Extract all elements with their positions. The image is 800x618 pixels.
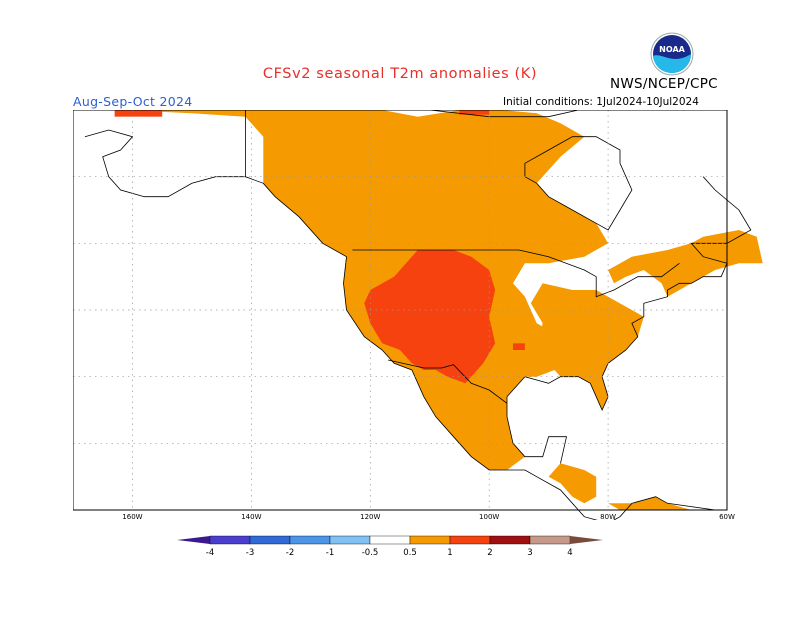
colorbar-segment: [529, 535, 571, 545]
anomaly-fill-layer: [114, 110, 763, 510]
colorbar-segment: [329, 535, 371, 545]
colorbar-tick-label: 0.5: [403, 548, 417, 558]
colorbar-tick-label: -4: [206, 548, 214, 558]
logo-text: NOAA: [659, 45, 685, 54]
longitude-labels: 160W 140W 120W 100W 80W 60W: [122, 513, 735, 520]
colorbar-tick-label: 2: [487, 548, 492, 558]
colorbar-arrow-left: [177, 536, 210, 544]
map-frame: [73, 110, 728, 511]
initial-conditions-label: Initial conditions: 1Jul2024-10Jul2024: [503, 96, 699, 108]
colorbar-tick-label: 1: [447, 548, 452, 558]
colorbar-tick-label: -2: [286, 548, 294, 558]
colorbar-segment: [409, 535, 451, 545]
longitude-tick-label: 60W: [719, 513, 735, 520]
longitude-tick-label: 160W: [122, 513, 142, 520]
coastline: [506, 176, 752, 411]
anomaly-region-south-small: [512, 343, 525, 350]
anomaly-region-west: [120, 110, 609, 470]
anomaly-region-arctic-small: [459, 110, 490, 115]
colorbar-segment: [369, 535, 411, 545]
colorbar-segment: [249, 535, 291, 545]
organization-label: NWS/NCEP/CPC: [610, 76, 718, 92]
colorbar-tick-label: -3: [246, 548, 254, 558]
colorbar-segment: [209, 535, 251, 545]
colorbar-segment: [489, 535, 531, 545]
longitude-tick-label: 100W: [479, 513, 499, 520]
coastline: [506, 396, 568, 464]
anomaly-region-central-america: [548, 463, 597, 504]
coastline: [524, 136, 633, 231]
longitude-tick-label: 140W: [241, 513, 261, 520]
chart-title: CFSv2 seasonal T2m anomalies (K): [262, 66, 538, 82]
colorbar-tick-label: 4: [567, 548, 572, 558]
anomaly-region-northeast: [608, 230, 763, 297]
anomaly-map: 70N60N50N40N30N20N10N 160W140W120W100W80…: [73, 110, 763, 520]
colorbar-tick-label: 3: [527, 548, 532, 558]
noaa-logo: NOAA: [650, 32, 694, 76]
colorbar-tick-label: -0.5: [362, 548, 379, 558]
anomaly-region-arctic-small: [114, 110, 163, 117]
coastline: [352, 249, 680, 298]
colorbar-tick-label: -1: [326, 548, 334, 558]
anomaly-region-southwest-core: [364, 250, 496, 384]
longitude-tick-label: 120W: [360, 513, 380, 520]
colorbar-segment: [289, 535, 331, 545]
colorbar-arrow-right: [570, 536, 603, 544]
coastline: [429, 110, 579, 118]
coastline: [388, 359, 508, 404]
longitude-tick-label: 80W: [600, 513, 616, 520]
grid-layer: [73, 110, 727, 510]
colorbar: -4 -3 -2 -1 -0.5 0.5 1 2 3 4: [177, 535, 603, 558]
anomaly-region-east: [524, 283, 644, 410]
colorbar-segment: [449, 535, 491, 545]
forecast-period: Aug-Sep-Oct 2024: [73, 94, 193, 109]
